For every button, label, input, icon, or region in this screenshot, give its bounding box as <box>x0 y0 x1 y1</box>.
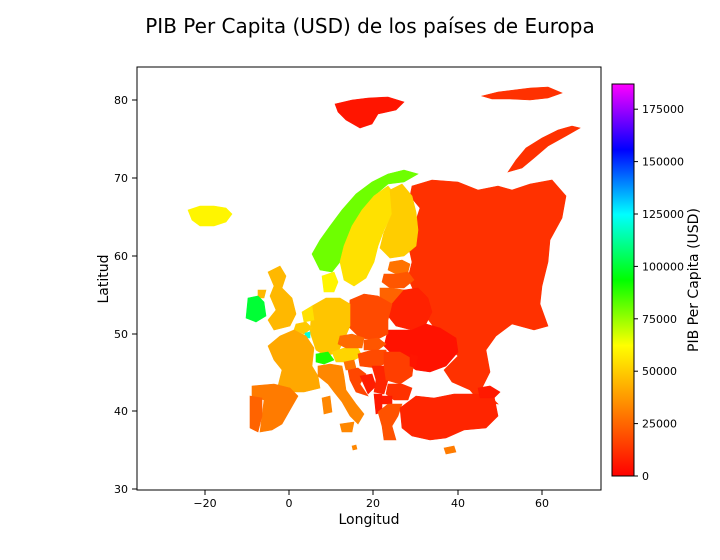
region-france <box>267 329 321 393</box>
colorbar-tick-label: 50000 <box>642 365 677 378</box>
plot-frame <box>136 66 602 491</box>
region-belarus <box>387 287 433 331</box>
region-romania <box>383 351 415 385</box>
region-greece <box>377 403 403 441</box>
region-north-macedonia <box>381 395 393 405</box>
region-slovenia <box>343 359 357 371</box>
region-cyprus <box>443 445 457 455</box>
region-slovakia <box>363 337 387 351</box>
region-poland <box>347 293 393 341</box>
colorbar-tick-label: 100000 <box>642 260 684 273</box>
region-svalbard <box>334 96 405 129</box>
region-novaya-zemlya <box>507 125 581 173</box>
region-czechia <box>337 333 365 349</box>
x-tick-label: 60 <box>535 497 549 510</box>
region-great-britain <box>267 265 297 331</box>
colorbar-gradient <box>611 83 635 477</box>
region-portugal <box>249 395 263 433</box>
colorbar-tick-label: 175000 <box>642 103 684 116</box>
region-estonia <box>387 259 411 275</box>
colorbar-tick-label: 125000 <box>642 208 684 221</box>
region-croatia <box>347 367 369 397</box>
y-tick-label: 70 <box>114 172 128 185</box>
y-axis: 30 40 50 60 70 80 Latitud <box>96 94 137 496</box>
chart-title: PIB Per Capita (USD) de los países de Eu… <box>145 14 595 38</box>
colorbar: 0 25000 50000 75000 100000 125000 150000… <box>611 83 702 483</box>
y-tick-label: 30 <box>114 483 128 496</box>
colorbar-tick-label: 25000 <box>642 418 677 431</box>
region-latvia <box>381 271 415 289</box>
x-tick-label: −20 <box>193 497 216 510</box>
x-tick-label: 40 <box>451 497 465 510</box>
region-bulgaria <box>385 383 413 401</box>
colorbar-tick-label: 0 <box>642 470 649 483</box>
y-tick-label: 60 <box>114 250 128 263</box>
colorbar-tick-label: 150000 <box>642 156 684 169</box>
region-malta <box>351 444 358 451</box>
map-regions <box>187 86 581 455</box>
y-axis-label: Latitud <box>96 254 112 303</box>
region-italy <box>317 363 365 425</box>
region-sardinia <box>321 395 333 415</box>
region-belgium <box>293 321 313 335</box>
colorbar-label: PIB Per Capita (USD) <box>686 208 702 352</box>
colorbar-tick-label: 75000 <box>642 313 677 326</box>
region-hungary <box>357 349 389 369</box>
y-tick-label: 40 <box>114 405 128 418</box>
region-netherlands <box>301 305 315 323</box>
x-axis-label: Longitud <box>338 512 399 528</box>
x-tick-label: 20 <box>366 497 380 510</box>
region-iceland <box>187 205 233 227</box>
y-tick-label: 50 <box>114 328 128 341</box>
region-denmark <box>321 271 339 293</box>
region-moldova <box>409 353 419 369</box>
region-switzerland <box>315 351 335 365</box>
region-finland <box>379 183 419 259</box>
region-georgia <box>477 385 501 399</box>
region-ireland <box>245 295 267 323</box>
x-axis: −20 0 20 40 60 Longitud <box>193 490 549 528</box>
region-franz-josef-land <box>480 86 563 101</box>
region-northern-ireland <box>257 289 267 299</box>
x-tick-label: 0 <box>286 497 293 510</box>
region-sicily <box>339 421 355 433</box>
region-turkey <box>399 393 499 441</box>
y-tick-label: 80 <box>114 94 128 107</box>
